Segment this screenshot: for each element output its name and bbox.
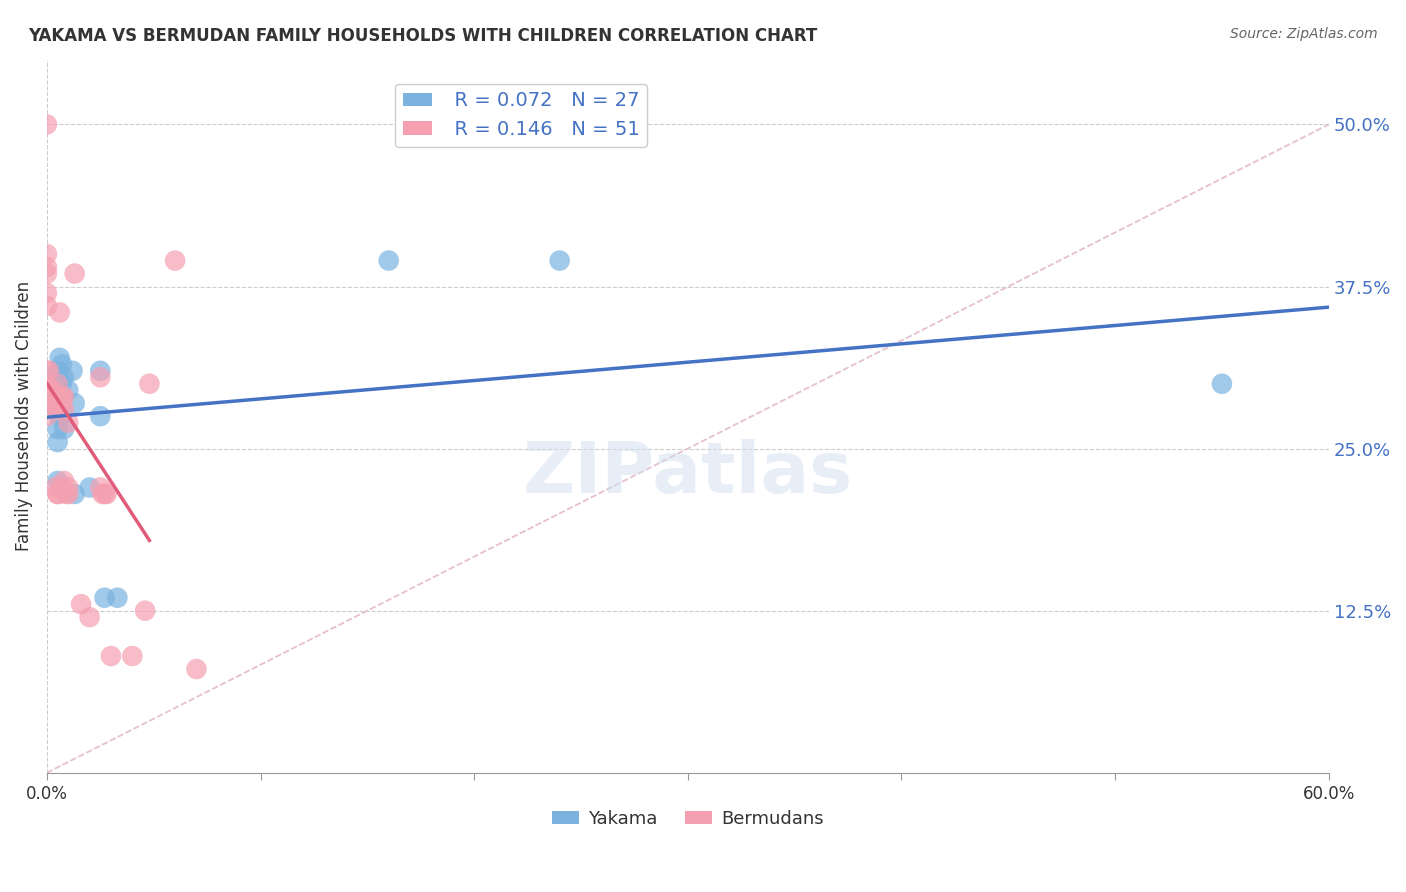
Point [58, 481, 80, 495]
Point [46, 364, 69, 378]
Point [89, 481, 111, 495]
Text: Source: ZipAtlas.com: Source: ZipAtlas.com [1230, 27, 1378, 41]
Point [35, 260, 58, 274]
Point [58, 416, 80, 430]
Point [44, 396, 66, 410]
Point [46, 474, 69, 488]
Point [39, 390, 62, 404]
Point [46, 487, 69, 501]
Point [58, 487, 80, 501]
Point [53, 422, 76, 436]
Point [42, 383, 65, 397]
Point [548, 253, 571, 268]
Point [79, 610, 101, 624]
Point [35, 299, 58, 313]
Point [79, 481, 101, 495]
Point [93, 591, 115, 605]
Point [121, 648, 143, 663]
Point [46, 487, 69, 501]
Point [63, 396, 86, 410]
Point [58, 383, 80, 397]
Point [35, 364, 58, 378]
Point [46, 422, 69, 436]
Point [46, 376, 69, 391]
Point [93, 487, 115, 501]
Point [51, 376, 73, 391]
Point [63, 487, 86, 501]
Point [55, 487, 77, 501]
Point [186, 662, 208, 676]
Point [63, 267, 86, 281]
Point [46, 370, 69, 384]
Point [53, 370, 76, 384]
Point [46, 435, 69, 450]
Point [48, 409, 70, 424]
Point [1211, 376, 1233, 391]
Point [53, 390, 76, 404]
Point [138, 376, 160, 391]
Point [35, 396, 58, 410]
Point [48, 396, 70, 410]
Point [35, 376, 58, 391]
Point [44, 481, 66, 495]
Point [51, 481, 73, 495]
Point [35, 285, 58, 300]
Point [48, 351, 70, 365]
Point [35, 117, 58, 131]
Point [165, 253, 187, 268]
Point [91, 487, 114, 501]
Point [53, 402, 76, 417]
Point [89, 409, 111, 424]
Point [51, 396, 73, 410]
Point [89, 364, 111, 378]
Point [46, 376, 69, 391]
Point [35, 267, 58, 281]
Point [35, 247, 58, 261]
Point [53, 474, 76, 488]
Point [89, 370, 111, 384]
Point [35, 409, 58, 424]
Point [38, 383, 60, 397]
Point [46, 402, 69, 417]
Point [39, 396, 62, 410]
Point [105, 591, 128, 605]
Point [35, 390, 58, 404]
Point [48, 390, 70, 404]
Point [46, 390, 69, 404]
Legend: Yakama, Bermudans: Yakama, Bermudans [546, 803, 831, 835]
Point [377, 253, 399, 268]
Point [46, 402, 69, 417]
Text: ZIPatlas: ZIPatlas [523, 439, 853, 508]
Point [96, 487, 118, 501]
Point [46, 383, 69, 397]
Point [100, 648, 122, 663]
Point [70, 597, 93, 611]
Point [38, 364, 60, 378]
Point [51, 390, 73, 404]
Point [35, 383, 58, 397]
Y-axis label: Family Households with Children: Family Households with Children [15, 281, 32, 551]
Text: YAKAMA VS BERMUDAN FAMILY HOUSEHOLDS WITH CHILDREN CORRELATION CHART: YAKAMA VS BERMUDAN FAMILY HOUSEHOLDS WIT… [28, 27, 817, 45]
Point [62, 364, 84, 378]
Point [48, 305, 70, 319]
Point [51, 357, 73, 371]
Point [134, 604, 156, 618]
Point [46, 396, 69, 410]
